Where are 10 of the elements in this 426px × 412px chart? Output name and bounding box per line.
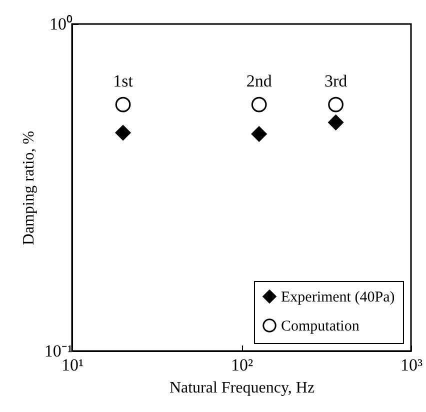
x-axis-title: Natural Frequency, Hz [169, 380, 315, 396]
y-tick-label: 10⁰ [50, 14, 72, 34]
y-axis-title: Damping ratio, % [20, 130, 38, 246]
x-tick-label: 10² [230, 356, 254, 374]
x-tick-label: 10³ [400, 356, 423, 374]
legend-label: Computation [281, 318, 360, 334]
annotation: 3rd [324, 72, 348, 91]
annotation: 2nd [246, 72, 272, 91]
legend-label: Experiment (40Pa) [281, 290, 395, 306]
annotation: 1st [113, 72, 134, 91]
